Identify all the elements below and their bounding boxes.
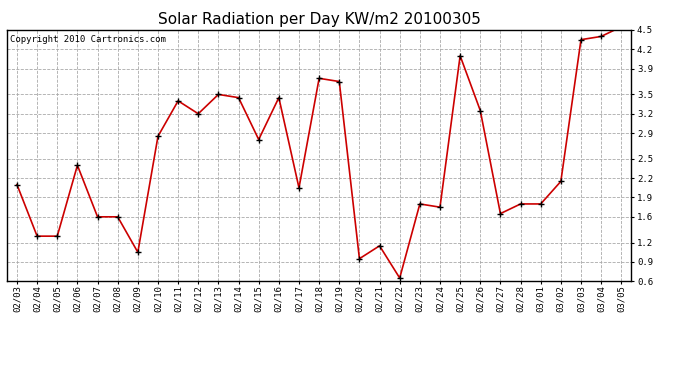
Text: Copyright 2010 Cartronics.com: Copyright 2010 Cartronics.com — [10, 35, 166, 44]
Title: Solar Radiation per Day KW/m2 20100305: Solar Radiation per Day KW/m2 20100305 — [158, 12, 480, 27]
